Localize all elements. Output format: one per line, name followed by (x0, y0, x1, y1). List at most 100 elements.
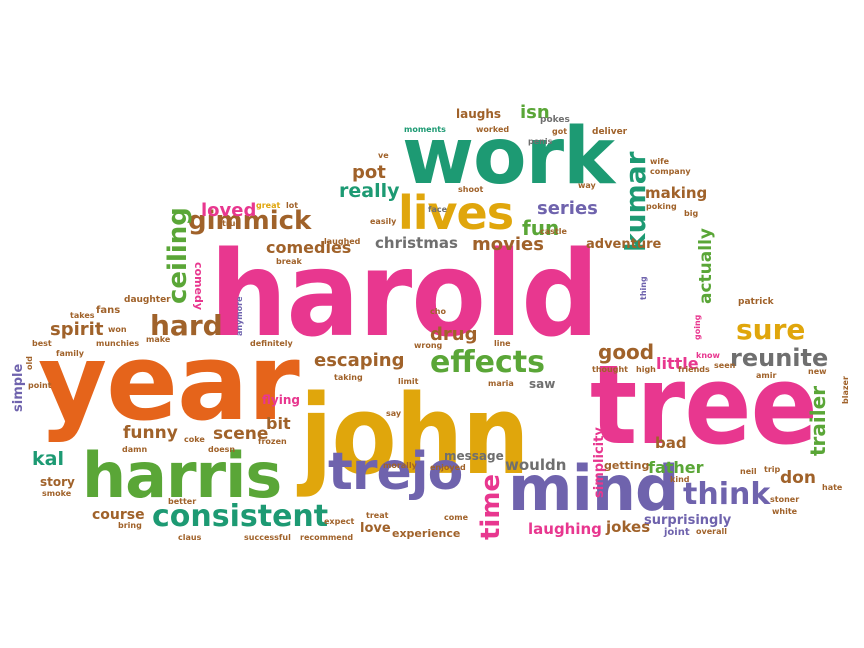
word-flying: flying (262, 393, 300, 407)
word-make: make (146, 335, 171, 344)
word-trip: trip (764, 465, 781, 474)
word-getting: getting (604, 459, 650, 472)
word-castle: castle (540, 227, 567, 236)
word-really: really (339, 180, 400, 202)
word-drug: drug (430, 324, 478, 345)
word-got: got (552, 127, 568, 136)
word-going: going (693, 314, 702, 340)
word-comedies: comedies (266, 238, 352, 257)
word-tree: tree (590, 341, 818, 469)
word-worked: worked (476, 125, 510, 134)
word-ceiling: ceiling (163, 207, 193, 304)
word-time: time (476, 473, 506, 540)
word-big: big (684, 209, 699, 218)
word-message: message (444, 449, 504, 463)
word-say: say (386, 409, 402, 418)
word-john: john (300, 371, 530, 499)
word-high: high (636, 365, 656, 374)
word-course: course (92, 507, 145, 523)
word-doesn: doesn (208, 445, 236, 454)
word-hard: hard (150, 309, 223, 342)
word-takes: takes (70, 311, 95, 320)
word-spirit: spirit (50, 319, 104, 340)
word-escaping: escaping (314, 350, 405, 371)
word-loved: loved (201, 200, 257, 221)
word-movies: movies (472, 234, 544, 255)
word-best: best (32, 339, 52, 348)
word-blazer: blazer (841, 376, 850, 404)
word-penis: penis (528, 137, 553, 146)
word-little: little (656, 354, 699, 373)
word-taking: taking (334, 373, 363, 382)
word-good: good (598, 340, 655, 364)
word-trejo: trejo (328, 442, 463, 502)
word-munchies: munchies (96, 339, 140, 348)
word-love: love (360, 521, 391, 536)
word-isn: isn (520, 102, 550, 123)
word-comedy: comedy (192, 262, 205, 311)
word-true: true (222, 219, 241, 228)
word-company: company (650, 167, 691, 176)
word-mind: mind (508, 452, 679, 525)
word-joint: joint (664, 527, 690, 538)
word-poking: poking (646, 202, 677, 211)
word-damn: damn (122, 445, 148, 454)
word-pokes: pokes (540, 115, 570, 125)
word-successful: successful (244, 533, 291, 542)
word-way: way (578, 181, 596, 190)
word-line: line (494, 339, 511, 348)
word-bit: bit (266, 414, 291, 433)
word-lot: lot (286, 201, 299, 210)
word-fun: fun (522, 216, 560, 240)
word-seen: seen (714, 361, 736, 370)
word-bring: bring (118, 521, 142, 530)
word-story: story (40, 475, 75, 489)
word-neil: neil (740, 467, 757, 476)
word-saw: saw (529, 377, 556, 391)
word-making: making (645, 184, 708, 202)
word-thought: thought (592, 365, 628, 374)
word-maria: maria (488, 379, 514, 388)
word-enjoyed: enjoyed (430, 463, 466, 472)
word-year: year (38, 321, 300, 444)
word-surprisingly: surprisingly (644, 513, 732, 528)
word-morally: morally (383, 461, 417, 470)
word-moments: moments (404, 125, 446, 134)
word-limit: limit (398, 377, 419, 386)
word-overall: overall (696, 527, 727, 536)
word-great: great (256, 201, 281, 210)
word-scene: scene (213, 424, 269, 444)
word-treat: treat (366, 511, 389, 520)
word-laughed: laughed (324, 237, 361, 246)
word-lives: lives (398, 186, 514, 240)
word-deliver: deliver (592, 127, 628, 137)
word-easily: easily (370, 217, 397, 226)
word-old: old (25, 356, 34, 370)
word-sure: sure (736, 313, 806, 346)
word-christmas: christmas (375, 234, 458, 252)
word-white: white (772, 507, 798, 516)
word-ve: ve (378, 151, 389, 160)
word-kind: kind (670, 475, 690, 484)
word-pot: pot (352, 162, 386, 183)
word-think: think (683, 477, 771, 512)
word-shoot: shoot (458, 185, 484, 194)
word-jokes: jokes (606, 518, 651, 536)
word-effects: effects (430, 345, 545, 380)
word-recommend: recommend (300, 533, 354, 542)
word-family: family (56, 349, 84, 358)
word-definitely: definitely (250, 339, 293, 348)
word-don: don (780, 468, 816, 488)
word-amir: amir (756, 371, 777, 380)
word-work: work (402, 112, 615, 202)
word-point: point (28, 381, 52, 390)
word-thing: thing (639, 276, 648, 300)
word-coke: coke (184, 435, 205, 444)
word-stoner: stoner (770, 495, 800, 504)
word-friends: friends (678, 365, 710, 374)
word-know: know (696, 351, 720, 360)
word-better: better (168, 497, 197, 506)
word-father: father (648, 458, 704, 477)
word-daughter: daughter (124, 295, 171, 305)
